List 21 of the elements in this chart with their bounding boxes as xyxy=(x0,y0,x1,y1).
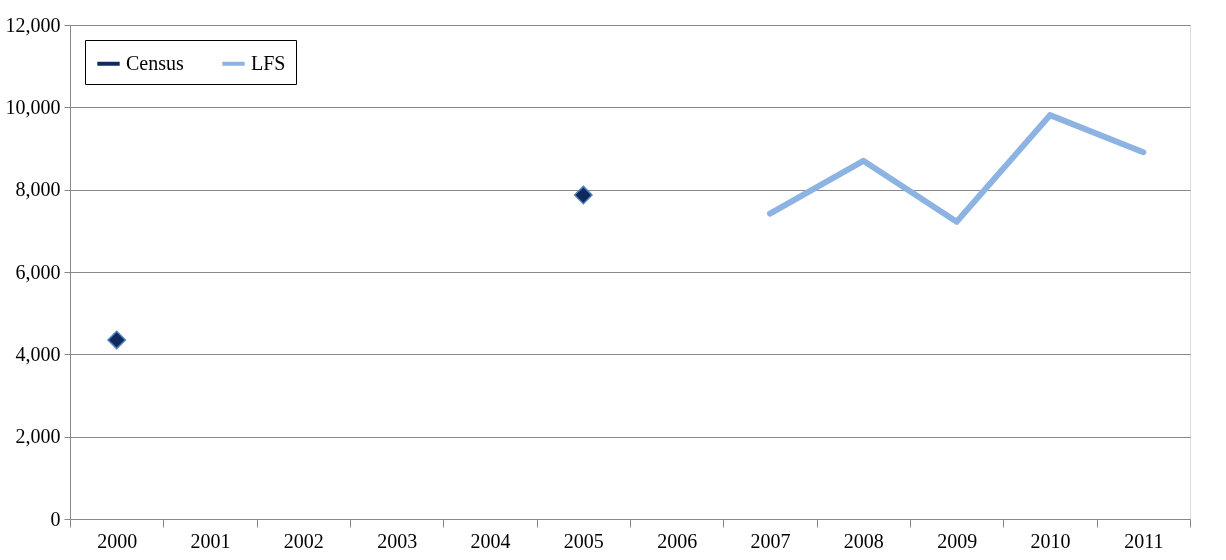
x-tick-label: 2003 xyxy=(377,529,418,552)
y-tick-label: 2,000 xyxy=(15,425,61,448)
x-tick-label: 2007 xyxy=(750,529,791,552)
x-tick-label: 2002 xyxy=(283,529,324,552)
x-tick-label: 2009 xyxy=(937,529,978,552)
legend-label: LFS xyxy=(251,51,286,74)
x-tick-label: 2008 xyxy=(843,529,884,552)
y-tick-label: 10,000 xyxy=(5,95,61,118)
x-tick-label: 2004 xyxy=(470,529,511,552)
legend-label: Census xyxy=(126,51,184,74)
x-tick-label: 2000 xyxy=(97,529,138,552)
y-tick-label: 0 xyxy=(50,507,61,530)
x-tick-label: 2010 xyxy=(1030,529,1071,552)
y-tick-label: 6,000 xyxy=(15,260,61,283)
y-tick-label: 12,000 xyxy=(5,13,61,36)
x-tick-label: 2001 xyxy=(190,529,231,552)
x-tick-label: 2011 xyxy=(1124,529,1164,552)
x-tick-label: 2005 xyxy=(563,529,604,552)
x-tick-label: 2006 xyxy=(657,529,698,552)
y-tick-label: 8,000 xyxy=(15,178,61,201)
y-tick-label: 4,000 xyxy=(15,342,61,365)
